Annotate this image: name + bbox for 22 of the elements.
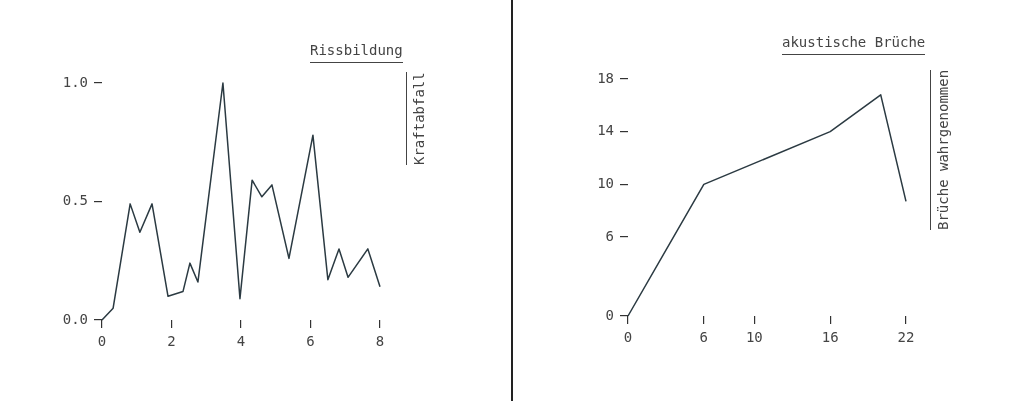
x-tick-label: 6 — [699, 329, 709, 346]
y-tick-label: 18 — [597, 69, 614, 86]
x-tick-label: 0 — [97, 333, 107, 350]
y-tick-label: 1.0 — [62, 73, 88, 90]
x-tick-label: 2 — [167, 333, 176, 350]
x-tick-label: 6 — [306, 333, 315, 350]
y-tick-label: 0.0 — [62, 310, 88, 327]
y-tick-label: 10 — [597, 174, 614, 191]
x-axis-title: Rissbildung — [310, 42, 403, 63]
x-tick-label: 8 — [375, 333, 385, 350]
x-tick-label: 22 — [897, 329, 915, 346]
y-tick-label: 0 — [605, 306, 614, 323]
x-tick-label: 10 — [745, 329, 763, 346]
y-axis-title: Brüche wahrgenommen — [930, 69, 951, 230]
x-tick-label: 16 — [821, 329, 839, 346]
x-tick-label: 4 — [236, 333, 246, 350]
x-tick-label: 0 — [623, 329, 633, 346]
y-tick-label: 14 — [597, 122, 614, 139]
y-tick-label: 0.5 — [62, 192, 88, 209]
y-tick-label: 6 — [605, 227, 614, 244]
y-axis-title: Kraftabfall — [406, 72, 427, 165]
x-axis-title: akustische Brüche — [782, 34, 926, 55]
